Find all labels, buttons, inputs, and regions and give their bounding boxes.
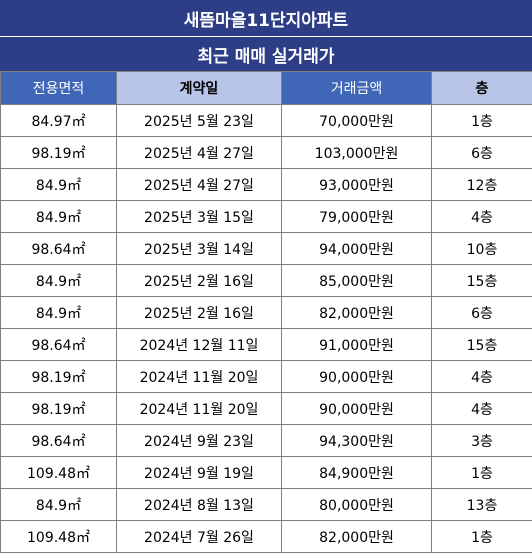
cell-date: 2025년 4월 27일 — [117, 169, 282, 201]
cell-price: 80,000만원 — [282, 489, 432, 521]
cell-date: 2024년 11월 20일 — [117, 393, 282, 425]
page-title: 새뜸마을11단지아파트 — [0, 0, 532, 37]
cell-price: 91,000만원 — [282, 329, 432, 361]
table-row: 109.48㎡ 2024년 9월 19일 84,900만원 1층 — [1, 457, 532, 489]
cell-floor: 6층 — [432, 297, 532, 329]
cell-date: 2025년 5월 23일 — [117, 105, 282, 137]
cell-price: 84,900만원 — [282, 457, 432, 489]
cell-floor: 4층 — [432, 393, 532, 425]
table-row: 84.97㎡ 2025년 5월 23일 70,000만원 1층 — [1, 105, 532, 137]
cell-area: 84.9㎡ — [1, 169, 117, 201]
table-row: 98.64㎡ 2025년 3월 14일 94,000만원 10층 — [1, 233, 532, 265]
table-row: 98.19㎡ 2024년 11월 20일 90,000만원 4층 — [1, 393, 532, 425]
cell-date: 2024년 11월 20일 — [117, 361, 282, 393]
table-row: 98.64㎡ 2024년 12월 11일 91,000만원 15층 — [1, 329, 532, 361]
cell-price: 93,000만원 — [282, 169, 432, 201]
cell-floor: 13층 — [432, 489, 532, 521]
cell-floor: 1층 — [432, 457, 532, 489]
table-row: 84.9㎡ 2025년 2월 16일 82,000만원 6층 — [1, 297, 532, 329]
column-header-price: 거래금액 — [282, 72, 432, 105]
page-subtitle: 최근 매매 실거래가 — [0, 37, 532, 71]
cell-floor: 4층 — [432, 201, 532, 233]
cell-date: 2024년 12월 11일 — [117, 329, 282, 361]
cell-area: 109.48㎡ — [1, 521, 117, 553]
table-row: 84.9㎡ 2025년 2월 16일 85,000만원 15층 — [1, 265, 532, 297]
cell-date: 2024년 7월 26일 — [117, 521, 282, 553]
trade-table: 전용면적 계약일 거래금액 층 84.97㎡ 2025년 5월 23일 70,0… — [0, 71, 532, 553]
table-row: 84.9㎡ 2024년 8월 13일 80,000만원 13층 — [1, 489, 532, 521]
cell-area: 84.9㎡ — [1, 297, 117, 329]
cell-area: 84.9㎡ — [1, 265, 117, 297]
cell-floor: 3층 — [432, 425, 532, 457]
cell-price: 79,000만원 — [282, 201, 432, 233]
cell-date: 2025년 3월 14일 — [117, 233, 282, 265]
table-row: 98.19㎡ 2024년 11월 20일 90,000만원 4층 — [1, 361, 532, 393]
cell-floor: 4층 — [432, 361, 532, 393]
cell-area: 98.64㎡ — [1, 425, 117, 457]
cell-floor: 6층 — [432, 137, 532, 169]
cell-floor: 1층 — [432, 105, 532, 137]
cell-area: 98.19㎡ — [1, 393, 117, 425]
cell-price: 85,000만원 — [282, 265, 432, 297]
column-header-floor: 층 — [432, 72, 532, 105]
table-row: 84.9㎡ 2025년 4월 27일 93,000만원 12층 — [1, 169, 532, 201]
cell-floor: 15층 — [432, 329, 532, 361]
table-row: 84.9㎡ 2025년 3월 15일 79,000만원 4층 — [1, 201, 532, 233]
table-row: 98.64㎡ 2024년 9월 23일 94,300만원 3층 — [1, 425, 532, 457]
cell-floor: 10층 — [432, 233, 532, 265]
cell-floor: 1층 — [432, 521, 532, 553]
cell-floor: 12층 — [432, 169, 532, 201]
cell-price: 94,300만원 — [282, 425, 432, 457]
cell-floor: 15층 — [432, 265, 532, 297]
cell-area: 98.19㎡ — [1, 137, 117, 169]
cell-date: 2024년 8월 13일 — [117, 489, 282, 521]
cell-area: 84.9㎡ — [1, 201, 117, 233]
cell-date: 2024년 9월 19일 — [117, 457, 282, 489]
cell-area: 109.48㎡ — [1, 457, 117, 489]
cell-price: 90,000만원 — [282, 393, 432, 425]
cell-price: 103,000만원 — [282, 137, 432, 169]
column-header-date: 계약일 — [117, 72, 282, 105]
cell-area: 98.64㎡ — [1, 233, 117, 265]
cell-price: 82,000만원 — [282, 297, 432, 329]
table-header-row: 전용면적 계약일 거래금액 층 — [1, 72, 532, 105]
cell-date: 2024년 9월 23일 — [117, 425, 282, 457]
cell-area: 84.9㎡ — [1, 489, 117, 521]
cell-price: 82,000만원 — [282, 521, 432, 553]
table-row: 98.19㎡ 2025년 4월 27일 103,000만원 6층 — [1, 137, 532, 169]
cell-area: 98.19㎡ — [1, 361, 117, 393]
cell-area: 98.64㎡ — [1, 329, 117, 361]
cell-price: 70,000만원 — [282, 105, 432, 137]
cell-date: 2025년 2월 16일 — [117, 297, 282, 329]
cell-date: 2025년 2월 16일 — [117, 265, 282, 297]
table-row: 109.48㎡ 2024년 7월 26일 82,000만원 1층 — [1, 521, 532, 553]
column-header-area: 전용면적 — [1, 72, 117, 105]
cell-price: 90,000만원 — [282, 361, 432, 393]
cell-area: 84.97㎡ — [1, 105, 117, 137]
cell-price: 94,000만원 — [282, 233, 432, 265]
cell-date: 2025년 4월 27일 — [117, 137, 282, 169]
cell-date: 2025년 3월 15일 — [117, 201, 282, 233]
